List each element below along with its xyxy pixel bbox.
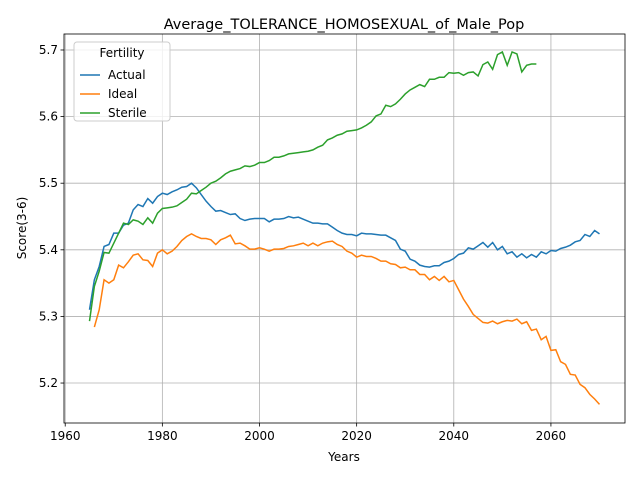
- legend-title: Fertility: [99, 46, 144, 60]
- y-axis-label: Score(3-6): [15, 197, 29, 260]
- legend-label: Actual: [108, 68, 146, 82]
- x-tick-label: 1960: [50, 429, 81, 443]
- x-tick-label: 2060: [536, 429, 567, 443]
- line-series: [88, 182, 600, 310]
- y-tick-label: 5.6: [39, 110, 58, 124]
- line-series: [88, 50, 537, 322]
- x-tick-label: 2000: [244, 429, 275, 443]
- legend-label: Sterile: [108, 106, 147, 120]
- y-tick-label: 5.5: [39, 176, 58, 190]
- x-tick-label: 2020: [341, 429, 372, 443]
- y-tick-label: 5.2: [39, 376, 58, 390]
- x-axis-label: Years: [327, 450, 360, 464]
- y-tick-label: 5.3: [39, 309, 58, 323]
- legend: Fertility Actual Ideal Sterile: [73, 41, 171, 122]
- x-tick-label: 2040: [439, 429, 470, 443]
- line-series: [93, 232, 601, 405]
- chart-title: Average_TOLERANCE_HOMOSEXUAL_of_Male_Pop: [164, 17, 525, 33]
- plot-frame: [63, 33, 626, 424]
- legend-box: [73, 41, 171, 122]
- y-tick-label: 5.7: [39, 43, 58, 57]
- legend-label: Ideal: [108, 87, 137, 101]
- y-tick-label: 5.4: [39, 243, 58, 257]
- x-tick-label: 1980: [147, 429, 178, 443]
